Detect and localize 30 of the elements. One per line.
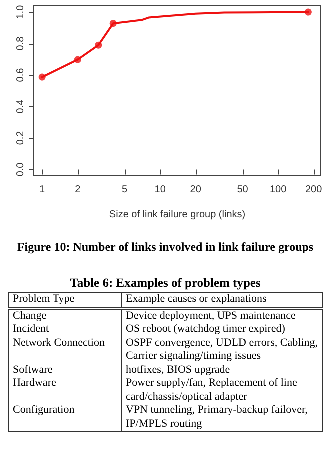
- y-tick-label: 0.0: [16, 162, 26, 177]
- text: VPN tunneling, Primary-backup failover, IP/MPLS routing: [122, 404, 322, 432]
- text: Power supply/fan, Replacement of line card/chassis/optical adapter: [122, 377, 322, 404]
- text: Network Connection: [12, 336, 106, 350]
- x-tick-label: 20: [190, 184, 202, 196]
- y-tick-label: 0.2: [16, 130, 26, 146]
- text: Change: [12, 308, 48, 323]
- text: hotfixes, BIOS upgrade: [122, 364, 322, 377]
- text: OS reboot (watchdog timer expired): [122, 323, 322, 336]
- category-label: Example causes or explanations: [122, 292, 322, 308]
- x-tick-label: 100: [270, 184, 288, 196]
- x-tick-label: 10: [154, 184, 166, 196]
- category-label: Problem Type: [12, 292, 76, 307]
- y-tick-label: 1.0: [16, 4, 26, 20]
- y-tick-label: 0.6: [16, 68, 26, 82]
- x-axis-title: Size of link failure group (links): [109, 210, 246, 220]
- x-tick-label: 2: [75, 184, 82, 196]
- text: Hardware: [12, 377, 58, 391]
- text: Table 6: Examples of problem types: [69, 276, 262, 291]
- x-tick-label: 50: [237, 184, 249, 196]
- text: Configuration: [12, 404, 76, 418]
- text: Incident: [12, 323, 50, 336]
- y-tick-label: 0.4: [16, 99, 26, 114]
- x-tick-label: 1: [40, 184, 46, 196]
- text: Device deployment, UPS maintenance: [122, 308, 322, 323]
- x-tick-label: 5: [122, 184, 128, 196]
- text: Software: [12, 364, 54, 377]
- text: Figure 10: Number of links involved in link failure groups: [17, 240, 314, 254]
- x-tick-label: 200: [305, 184, 323, 196]
- y-tick-label: 0.8: [16, 36, 26, 51]
